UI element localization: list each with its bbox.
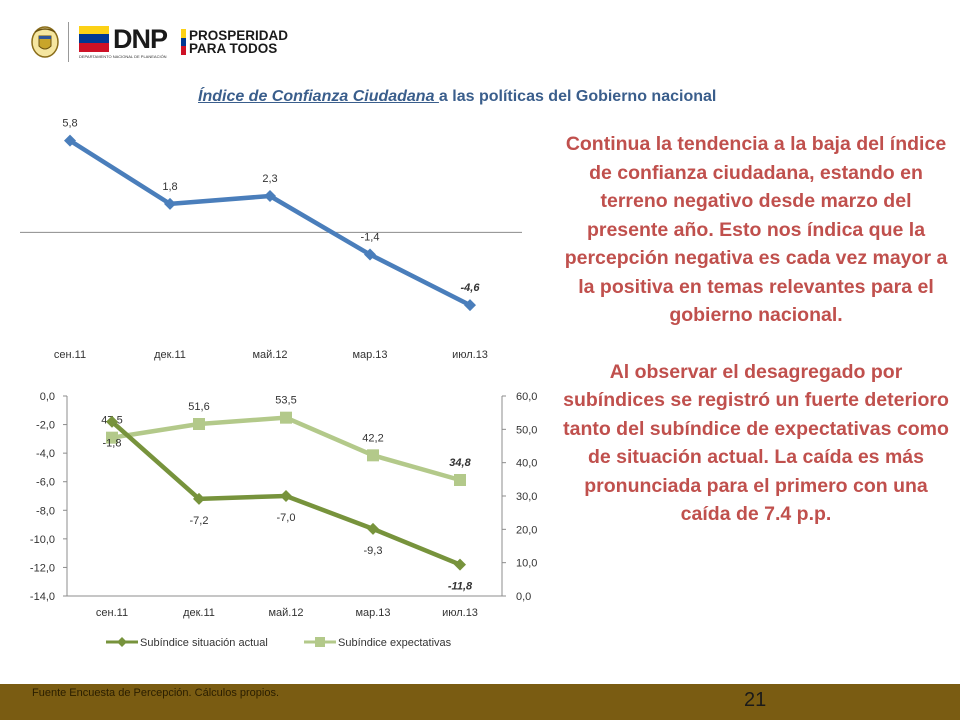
legend-marker-situacion-actual: [117, 637, 127, 647]
situacion-actual-data-label: -11,8: [448, 581, 473, 593]
situacion-actual-data-label: -7,2: [190, 515, 209, 527]
page-number: 21: [744, 689, 767, 711]
left-tick-label: -12,0: [30, 562, 55, 574]
left-tick-label: 0,0: [40, 391, 55, 403]
left-tick-label: -2,0: [36, 420, 55, 432]
data-label: 1,8: [162, 181, 177, 193]
x-tick-label: мар.13: [352, 349, 387, 361]
dnp-logo-text: DNP: [113, 23, 168, 54]
dnp-logo-subtext: DEPARTAMENTO NACIONAL DE PLANEACIÓN: [79, 53, 167, 59]
x-tick-label: дек.11: [154, 349, 186, 361]
expectativas-data-label: 53,5: [275, 395, 296, 407]
data-label: -1,4: [361, 232, 380, 244]
legend-label-situacion-actual: Subíndice situación actual: [140, 637, 268, 649]
colombia-coat-of-arms-icon: [31, 26, 59, 58]
prosperidad-line2: PARA TODOS: [189, 41, 278, 56]
expectativas-marker: [454, 474, 466, 486]
footer-bar: Fuente Encuesta de Percepción. Cálculos …: [0, 684, 960, 720]
right-tick-label: 10,0: [516, 558, 537, 570]
left-tick-label: -8,0: [36, 505, 55, 517]
data-point-marker: [64, 134, 76, 147]
right-tick-label: 50,0: [516, 424, 537, 436]
situacion-actual-marker: [280, 490, 292, 502]
chart-title: Índice de Confianza Ciudadana a las polí…: [198, 88, 716, 106]
legend-label-expectativas: Subíndice expectativas: [338, 637, 452, 649]
data-point-marker: [364, 248, 376, 261]
situacion-actual-marker: [106, 415, 118, 428]
right-tick-label: 0,0: [516, 591, 531, 603]
analysis-paragraph-2: Al observar el desagregado por subíndice…: [563, 360, 949, 526]
x-tick-label: сен.11: [96, 607, 128, 619]
data-label: 5,8: [62, 118, 77, 130]
confidence-index-chart: 5,8 1,8 2,3 -1,4 -4,6 сен.11 дек.11 май.12 мар.1…: [20, 118, 522, 361]
left-tick-label: -4,0: [36, 448, 55, 460]
logo-bar: DNP DEPARTAMENTO NACIONAL DE PLANEACIÓN …: [30, 20, 288, 64]
chart-title-underlined[interactable]: Índice de Confianza Ciudadana: [198, 88, 439, 105]
right-tick-label: 30,0: [516, 491, 537, 503]
x-tick-label: дек.11: [183, 607, 215, 619]
source-note: Fuente Encuesta de Percepción. Cálculos …: [32, 687, 280, 699]
data-point-marker: [464, 299, 476, 312]
right-tick-label: 60,0: [516, 391, 537, 403]
x-tick-label: май.12: [268, 607, 303, 619]
prosperidad-flag-icon: [181, 29, 187, 56]
expectativas-marker: [106, 431, 118, 444]
left-tick-label: -14,0: [30, 591, 55, 603]
expectativas-data-label: 34,8: [449, 457, 471, 469]
x-tick-label: мар.13: [355, 607, 390, 619]
situacion-actual-data-label: -9,3: [364, 545, 383, 557]
x-tick-label: июл.13: [442, 607, 478, 619]
analysis-paragraph-1: Continua la tendencia a la baja del índi…: [564, 133, 948, 326]
logo-separator: [68, 22, 69, 62]
situacion-actual-marker: [193, 492, 205, 505]
data-point-marker: [264, 190, 276, 202]
data-label: -4,6: [461, 282, 481, 294]
situacion-actual-marker: [367, 522, 379, 535]
expectativas-marker: [280, 411, 292, 424]
x-tick-label: сен.11: [54, 349, 86, 361]
situacion-actual-marker: [454, 558, 466, 571]
legend-marker-expectativas: [315, 637, 325, 647]
chart-legend: Subíndice situación actual Subíndice expe…: [106, 637, 452, 649]
situacion-actual-data-label: -7,0: [277, 512, 296, 524]
expectativas-data-label: 51,6: [188, 401, 209, 413]
data-point-marker: [164, 197, 176, 210]
colombia-flag-icon: [79, 25, 109, 52]
expectativas-marker: [193, 418, 205, 430]
x-tick-label: май.12: [252, 349, 287, 361]
dnp-logo: DNP DEPARTAMENTO NACIONAL DE PLANEACIÓN: [79, 23, 168, 59]
confidence-index-line: [68, 138, 472, 308]
chart-title-rest: a las políticas del Gobierno nacional: [438, 88, 717, 105]
right-tick-label: 20,0: [516, 524, 537, 536]
analysis-text: Continua la tendencia a la baja del índi…: [562, 130, 950, 529]
expectativas-marker: [367, 449, 379, 462]
left-tick-label: -6,0: [36, 477, 55, 489]
situacion-actual-data-label: -1,8: [103, 438, 122, 450]
subindices-chart: 0,0 -2,0 -4,0 -6,0 -8,0 -10,0 -12,0 -14,0 60,0 50…: [30, 391, 538, 649]
right-tick-label: 40,0: [516, 458, 537, 470]
expectativas-data-label: 42,2: [362, 432, 383, 444]
data-label: 2,3: [262, 173, 277, 185]
prosperidad-logo: PROSPERIDAD PARA TODOS: [181, 29, 288, 55]
x-tick-label: июл.13: [452, 349, 488, 361]
prosperidad-line1: PROSPERIDAD: [189, 28, 289, 43]
left-tick-label: -10,0: [30, 534, 55, 546]
